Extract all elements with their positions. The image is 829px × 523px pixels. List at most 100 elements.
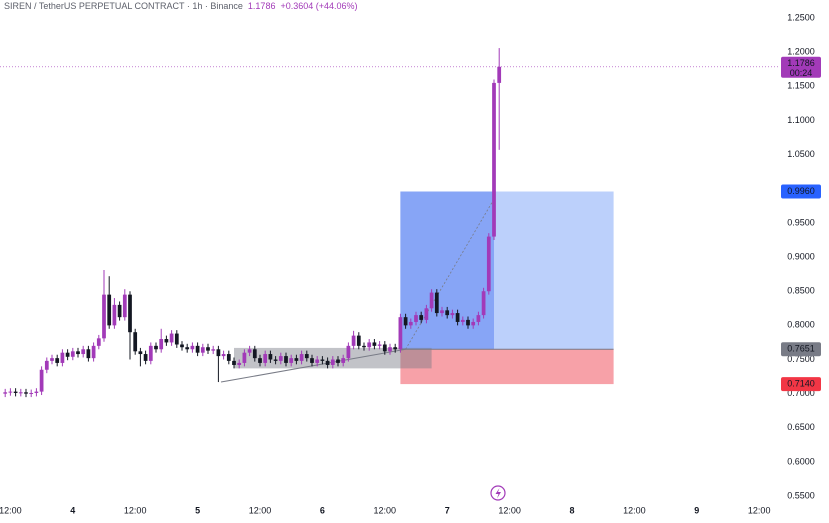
candle-body	[91, 345, 96, 359]
candle-body	[377, 344, 382, 346]
candle-body	[29, 392, 34, 394]
x-tick-label: 12:00	[124, 505, 147, 515]
candle-body	[362, 345, 366, 348]
stop-label: 0.7140	[781, 377, 821, 392]
entry-label-bg	[781, 342, 821, 357]
candle-body	[434, 292, 439, 314]
y-tick-label: 1.0500	[787, 149, 815, 159]
candle-body	[460, 319, 465, 322]
stop-label-bg	[781, 377, 821, 392]
plot-layer	[0, 48, 780, 398]
entry-label-text: 0.7651	[787, 344, 815, 354]
candle-body	[372, 342, 377, 346]
candle-body	[398, 317, 403, 350]
candle-body	[211, 349, 216, 351]
target-label: 0.9960	[781, 184, 821, 199]
candle-body	[388, 347, 392, 352]
candle-body	[226, 354, 231, 361]
x-tick-label: 7	[445, 505, 450, 515]
countdown: 00:24	[790, 68, 813, 78]
x-tick-label: 12:00	[374, 505, 397, 515]
candle-body	[440, 310, 444, 314]
candle-body	[445, 310, 450, 316]
candle-body	[299, 354, 304, 361]
x-tick-label: 12:00	[748, 505, 771, 515]
target-label-text: 0.9960	[787, 186, 815, 196]
profit-zone-filled	[400, 191, 494, 350]
y-tick-label: 1.1000	[787, 115, 815, 125]
candle-body	[247, 349, 252, 353]
loss-zone	[400, 349, 614, 385]
candle-body	[18, 392, 23, 394]
x-tick-label: 12:00	[498, 505, 521, 515]
candle-body	[190, 345, 195, 350]
candle-body	[76, 351, 80, 355]
candle-body	[336, 359, 340, 363]
candle-body	[320, 359, 325, 361]
header: SIREN / TetherUS PERPETUAL CONTRACT · 1h…	[4, 1, 363, 11]
candle-body	[96, 338, 101, 346]
candle-body	[492, 82, 496, 237]
candle-body	[476, 315, 481, 322]
x-tick-label: 12:00	[623, 505, 646, 515]
candle-body	[471, 321, 476, 326]
candle-body	[138, 351, 143, 355]
candle-body	[221, 354, 226, 357]
y-tick-label: 1.2000	[787, 47, 815, 57]
candle-body	[86, 349, 91, 359]
y-tick-label: 0.8500	[787, 286, 815, 296]
x-tick-label: 8	[569, 505, 574, 515]
candle-body	[107, 294, 112, 326]
candle-body	[3, 392, 8, 394]
candle-body	[497, 66, 502, 83]
candle-body	[419, 315, 424, 320]
candle-body	[237, 362, 242, 365]
candle-body	[325, 360, 330, 365]
candle-body	[304, 354, 309, 359]
candle-body	[44, 360, 49, 370]
candle-body	[185, 347, 190, 350]
last-price-label-text: 1.1786	[787, 58, 815, 68]
candle-body	[330, 359, 335, 365]
y-tick-label: 0.5500	[787, 490, 815, 500]
trend-line	[220, 348, 406, 383]
candle-body	[273, 359, 278, 361]
lightning-icon[interactable]	[490, 485, 506, 501]
candle-body	[50, 358, 54, 361]
candle-body	[263, 354, 268, 363]
candle-body	[242, 352, 247, 363]
candle-body	[424, 308, 429, 320]
candle-body	[55, 358, 60, 363]
candle-body	[164, 339, 169, 343]
candle-body	[450, 313, 455, 316]
candle-body	[346, 345, 351, 359]
candle-body	[13, 391, 18, 393]
candle-body	[486, 236, 491, 292]
candle-body	[117, 304, 122, 318]
candle-body	[258, 358, 262, 363]
candle-body	[128, 294, 132, 333]
candle-body	[148, 345, 153, 361]
candle-body	[8, 391, 13, 393]
target-label-bg	[781, 184, 821, 199]
candle-body	[112, 304, 117, 326]
candle-body	[393, 347, 398, 350]
candle-body	[122, 294, 127, 318]
candle-body	[133, 332, 138, 352]
candle-body	[70, 351, 75, 357]
candle-body	[60, 352, 65, 363]
candle-body	[403, 317, 408, 326]
candle-body	[284, 356, 288, 363]
y-tick-label: 0.6500	[787, 422, 815, 432]
candle-body	[24, 392, 28, 394]
candle-body	[268, 354, 273, 360]
x-tick-label: 6	[320, 505, 325, 515]
candle-body	[81, 349, 86, 355]
x-tick-label: 4	[70, 505, 75, 515]
candle-body	[466, 319, 470, 326]
candle-body	[195, 345, 200, 353]
candle-body	[414, 315, 418, 322]
x-tick-label: 12:00	[0, 505, 22, 515]
